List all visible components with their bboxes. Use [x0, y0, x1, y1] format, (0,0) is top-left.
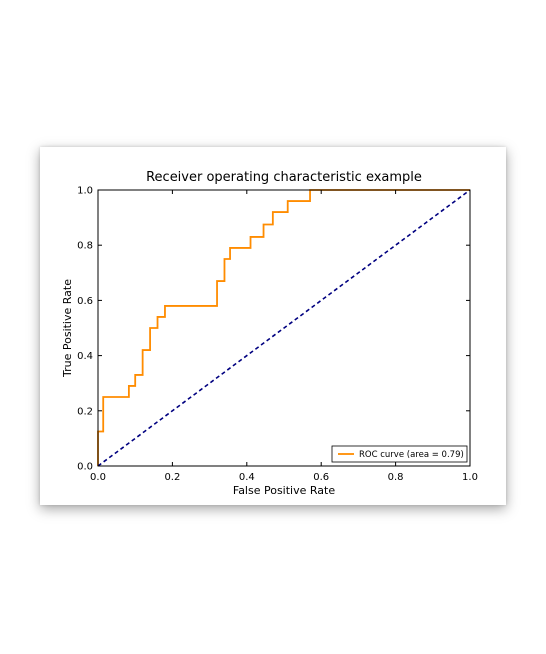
y-tick-label: 0.0 — [77, 462, 93, 473]
legend-box — [331, 445, 468, 463]
chart-title: Receiver operating characteristic exampl… — [146, 170, 422, 185]
x-axis-label: False Positive Rate — [233, 484, 335, 497]
y-tick-label: 0.4 — [77, 351, 93, 362]
x-tick-label: 0.4 — [239, 472, 255, 483]
y-tick-label: 0.2 — [77, 406, 93, 417]
x-tick-label: 0.8 — [388, 472, 404, 483]
y-tick-label: 0.6 — [77, 296, 93, 307]
plot-frame — [97, 189, 471, 467]
x-tick-label: 1.0 — [462, 472, 478, 483]
roc-chart: Receiver operating characteristic exampl… — [61, 170, 478, 497]
roc-curve-line — [97, 189, 470, 466]
x-tick-label: 0.2 — [164, 472, 180, 483]
x-tick-label: 0.0 — [90, 472, 106, 483]
y-tick-label: 1.0 — [77, 186, 93, 197]
chance-diagonal-line — [97, 189, 471, 467]
plot-area: 0.0 0.2 0.4 0.6 0.8 1.0 0.0 0.2 0.4 0.6 0.8 1.0 ROC … — [77, 186, 478, 484]
figure-card: Receiver operating characteristic exampl… — [40, 147, 506, 505]
y-tick-label: 0.8 — [77, 241, 93, 252]
y-axis-label: True Positive Rate — [61, 279, 74, 378]
x-tick-label: 0.6 — [313, 472, 329, 483]
legend-label: ROC curve (area = 0.79) — [359, 450, 464, 460]
